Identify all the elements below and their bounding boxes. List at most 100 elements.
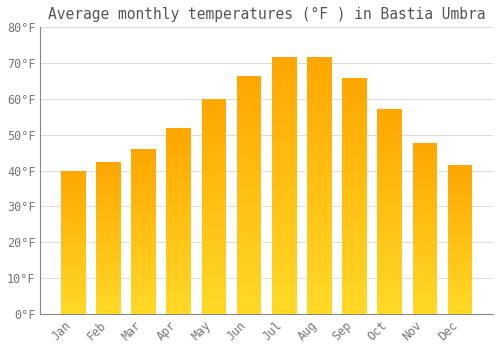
- Bar: [166, 156, 191, 159]
- Bar: [378, 140, 402, 142]
- Bar: [272, 173, 296, 176]
- Bar: [412, 170, 438, 173]
- Bar: [412, 303, 438, 305]
- Bar: [202, 193, 226, 195]
- Bar: [272, 160, 296, 163]
- Bar: [342, 296, 367, 299]
- Bar: [272, 227, 296, 230]
- Bar: [237, 195, 262, 198]
- Bar: [202, 179, 226, 182]
- Bar: [412, 183, 438, 186]
- Bar: [61, 280, 86, 282]
- Bar: [342, 196, 367, 199]
- Bar: [342, 169, 367, 173]
- Bar: [307, 218, 332, 221]
- Bar: [237, 207, 262, 210]
- Bar: [307, 269, 332, 272]
- Bar: [448, 165, 472, 167]
- Bar: [237, 109, 262, 112]
- Bar: [96, 274, 120, 276]
- Bar: [202, 177, 226, 179]
- Bar: [131, 225, 156, 228]
- Bar: [61, 230, 86, 232]
- Bar: [307, 150, 332, 154]
- Bar: [307, 141, 332, 144]
- Bar: [342, 111, 367, 113]
- Bar: [412, 230, 438, 232]
- Bar: [166, 200, 191, 203]
- Bar: [131, 231, 156, 233]
- Bar: [307, 311, 332, 314]
- Bar: [61, 207, 86, 209]
- Bar: [448, 176, 472, 178]
- Bar: [307, 115, 332, 118]
- Bar: [131, 283, 156, 285]
- Bar: [237, 305, 262, 308]
- Bar: [342, 255, 367, 258]
- Bar: [307, 134, 332, 138]
- Bar: [448, 239, 472, 241]
- Bar: [61, 185, 86, 187]
- Bar: [272, 285, 296, 288]
- Bar: [272, 304, 296, 307]
- Bar: [237, 263, 262, 266]
- Bar: [378, 173, 402, 176]
- Bar: [131, 158, 156, 159]
- Bar: [61, 307, 86, 309]
- Bar: [272, 82, 296, 86]
- Bar: [448, 271, 472, 273]
- Bar: [96, 225, 120, 227]
- Bar: [166, 304, 191, 307]
- Bar: [166, 249, 191, 251]
- Bar: [342, 252, 367, 255]
- Bar: [272, 114, 296, 118]
- Bar: [272, 237, 296, 240]
- Bar: [272, 204, 296, 208]
- Bar: [448, 225, 472, 226]
- Bar: [378, 122, 402, 124]
- Bar: [237, 198, 262, 201]
- Bar: [237, 210, 262, 213]
- Bar: [237, 219, 262, 222]
- Bar: [237, 180, 262, 183]
- Bar: [378, 232, 402, 234]
- Bar: [272, 121, 296, 124]
- Bar: [166, 135, 191, 138]
- Bar: [342, 105, 367, 108]
- Bar: [342, 140, 367, 143]
- Bar: [378, 150, 402, 153]
- Bar: [448, 308, 472, 310]
- Bar: [202, 120, 226, 123]
- Bar: [202, 239, 226, 241]
- Bar: [202, 257, 226, 260]
- Bar: [412, 164, 438, 166]
- Bar: [61, 267, 86, 269]
- Bar: [378, 268, 402, 270]
- Bar: [131, 163, 156, 166]
- Bar: [166, 168, 191, 170]
- Bar: [342, 275, 367, 279]
- Bar: [237, 168, 262, 171]
- Bar: [272, 243, 296, 246]
- Bar: [96, 212, 120, 214]
- Bar: [412, 179, 438, 181]
- Bar: [272, 185, 296, 189]
- Bar: [307, 272, 332, 275]
- Bar: [237, 222, 262, 225]
- Bar: [61, 233, 86, 235]
- Bar: [96, 280, 120, 282]
- Bar: [448, 282, 472, 284]
- Bar: [412, 220, 438, 222]
- Bar: [237, 260, 262, 263]
- Bar: [166, 251, 191, 254]
- Bar: [412, 312, 438, 314]
- Bar: [272, 179, 296, 182]
- Bar: [342, 149, 367, 152]
- Bar: [307, 295, 332, 298]
- Bar: [307, 57, 332, 61]
- Bar: [448, 288, 472, 290]
- Bar: [237, 124, 262, 127]
- Bar: [96, 299, 120, 301]
- Bar: [96, 204, 120, 206]
- Bar: [307, 90, 332, 93]
